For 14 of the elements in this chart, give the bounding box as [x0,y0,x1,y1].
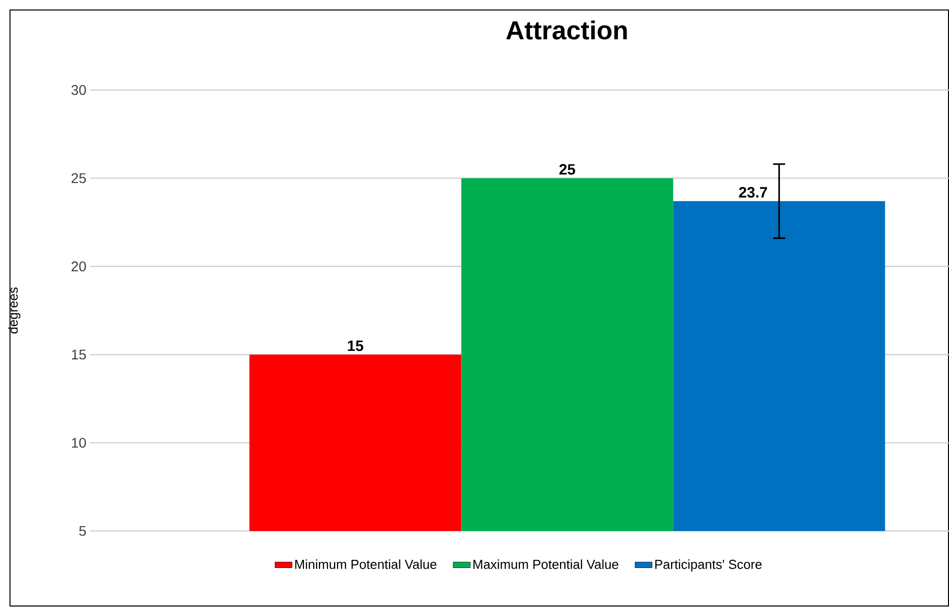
data-label: 15 [348,340,364,352]
y-tick-label: 30 [71,85,86,95]
y-tick-label: 25 [72,173,86,184]
data-label: 25 [559,164,576,175]
y-tick-label: 20 [72,261,86,272]
chart-title: Attraction [506,20,627,40]
legend-label: Minimum Potential Value [295,559,436,569]
y-tick-label: 5 [79,526,86,536]
data-label: 23.7 [739,186,768,198]
y-axis-title: degrees [8,287,20,334]
legend-label: Maximum Potential Value [473,559,618,569]
legend-label: Participants' Score [655,559,762,572]
y-tick-label: 10 [72,438,86,448]
y-tick-label: 15 [72,350,86,360]
